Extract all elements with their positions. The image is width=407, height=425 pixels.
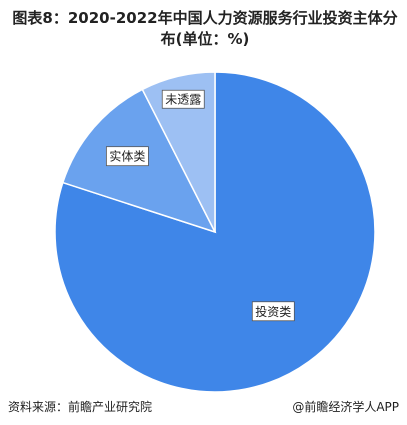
slice-label: 投资类 — [255, 304, 291, 319]
label-box — [251, 301, 295, 322]
pie-slice — [141, 71, 216, 233]
label-box — [161, 89, 205, 109]
chart-title: 图表8：2020-2022年中国人力资源服务行业投资主体分布(单位：%) — [12, 9, 398, 48]
label-box — [105, 146, 149, 167]
source: 资料来源：前瞻产业研究院 — [8, 400, 153, 414]
slice-label: 未透露 — [165, 92, 201, 106]
slice-label: 实体类 — [109, 149, 145, 164]
brand: @前瞻经济学人APP — [292, 400, 399, 414]
